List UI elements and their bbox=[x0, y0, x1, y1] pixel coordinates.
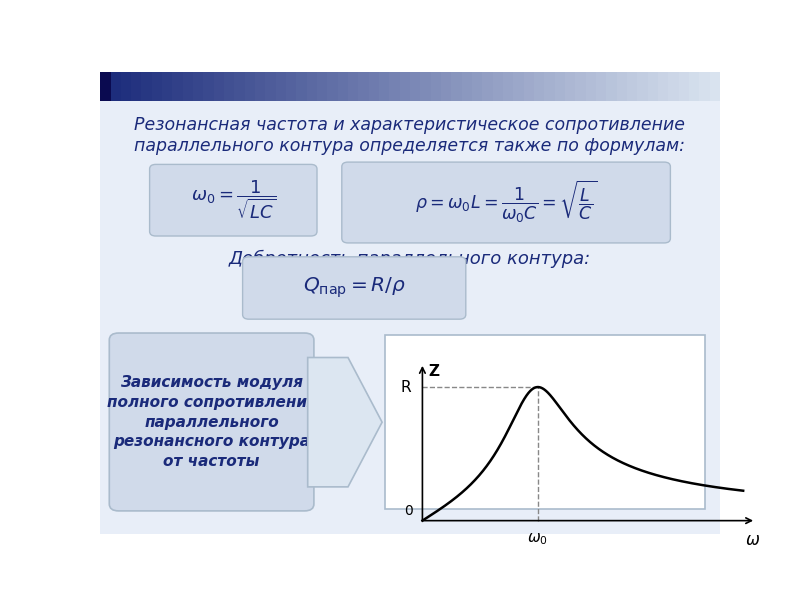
Bar bbox=[575, 72, 586, 101]
Bar bbox=[193, 72, 204, 101]
Bar bbox=[534, 72, 545, 101]
Bar bbox=[689, 72, 700, 101]
FancyBboxPatch shape bbox=[100, 72, 720, 534]
Bar bbox=[606, 72, 618, 101]
Bar bbox=[348, 72, 359, 101]
Bar bbox=[668, 72, 679, 101]
Bar bbox=[400, 72, 410, 101]
Bar bbox=[586, 72, 597, 101]
Text: $\omega_0$: $\omega_0$ bbox=[527, 532, 548, 547]
FancyBboxPatch shape bbox=[342, 162, 670, 243]
Bar bbox=[338, 72, 349, 101]
Bar bbox=[142, 72, 152, 101]
Bar bbox=[658, 72, 669, 101]
Bar bbox=[100, 72, 111, 101]
FancyBboxPatch shape bbox=[150, 164, 317, 236]
Text: Зависимость модуля
полного сопротивления
параллельного
резонансного контура
от ч: Зависимость модуля полного сопротивления… bbox=[106, 375, 317, 469]
Bar bbox=[420, 72, 431, 101]
Bar bbox=[266, 72, 276, 101]
Bar bbox=[596, 72, 607, 101]
Bar bbox=[121, 72, 132, 101]
Bar bbox=[441, 72, 452, 101]
Bar bbox=[172, 72, 183, 101]
Text: $\rho = \omega_0 L = \dfrac{1}{\omega_0 C} = \sqrt{\dfrac{L}{C}}$: $\rho = \omega_0 L = \dfrac{1}{\omega_0 … bbox=[415, 179, 598, 226]
Bar bbox=[224, 72, 235, 101]
Bar bbox=[472, 72, 483, 101]
Bar bbox=[306, 72, 318, 101]
Bar bbox=[648, 72, 658, 101]
Bar bbox=[296, 72, 307, 101]
Bar bbox=[182, 72, 194, 101]
Bar bbox=[100, 72, 111, 101]
Text: Добротность параллельного контура:: Добротность параллельного контура: bbox=[229, 250, 591, 268]
Bar bbox=[493, 72, 504, 101]
Text: Z: Z bbox=[429, 364, 440, 379]
Bar bbox=[451, 72, 462, 101]
Bar bbox=[162, 72, 173, 101]
Bar bbox=[286, 72, 297, 101]
Bar bbox=[369, 72, 380, 101]
Bar bbox=[317, 72, 328, 101]
Bar bbox=[617, 72, 628, 101]
Text: Резонансная частота и характеристическое сопротивление
параллельного контура опр: Резонансная частота и характеристическое… bbox=[134, 116, 686, 155]
Bar bbox=[410, 72, 421, 101]
Text: $\omega_0 = \dfrac{1}{\sqrt{LC}}$: $\omega_0 = \dfrac{1}{\sqrt{LC}}$ bbox=[190, 179, 276, 221]
Bar bbox=[554, 72, 566, 101]
Bar bbox=[514, 72, 524, 101]
Bar bbox=[544, 72, 555, 101]
Bar bbox=[462, 72, 473, 101]
FancyBboxPatch shape bbox=[110, 333, 314, 511]
Bar bbox=[379, 72, 390, 101]
Bar bbox=[358, 72, 370, 101]
Bar bbox=[131, 72, 142, 101]
Bar bbox=[678, 72, 690, 101]
Bar bbox=[482, 72, 494, 101]
Bar bbox=[276, 72, 286, 101]
Text: $Q_{\text{пар}} = R/\rho$: $Q_{\text{пар}} = R/\rho$ bbox=[302, 275, 406, 300]
Bar bbox=[152, 72, 162, 101]
FancyBboxPatch shape bbox=[386, 335, 705, 509]
Bar bbox=[627, 72, 638, 101]
Bar bbox=[214, 72, 225, 101]
FancyBboxPatch shape bbox=[242, 257, 466, 319]
Bar bbox=[110, 72, 122, 101]
Bar bbox=[203, 72, 214, 101]
Bar bbox=[390, 72, 400, 101]
Bar bbox=[710, 72, 721, 101]
Polygon shape bbox=[308, 358, 382, 487]
Bar bbox=[430, 72, 442, 101]
Bar bbox=[234, 72, 246, 101]
Bar bbox=[503, 72, 514, 101]
Bar bbox=[255, 72, 266, 101]
Bar bbox=[245, 72, 256, 101]
Text: R: R bbox=[400, 380, 411, 395]
Bar bbox=[327, 72, 338, 101]
Bar bbox=[638, 72, 648, 101]
Text: $\omega$: $\omega$ bbox=[745, 532, 760, 550]
Bar bbox=[565, 72, 576, 101]
Bar bbox=[524, 72, 534, 101]
Text: 0: 0 bbox=[404, 504, 413, 518]
Bar bbox=[699, 72, 710, 101]
